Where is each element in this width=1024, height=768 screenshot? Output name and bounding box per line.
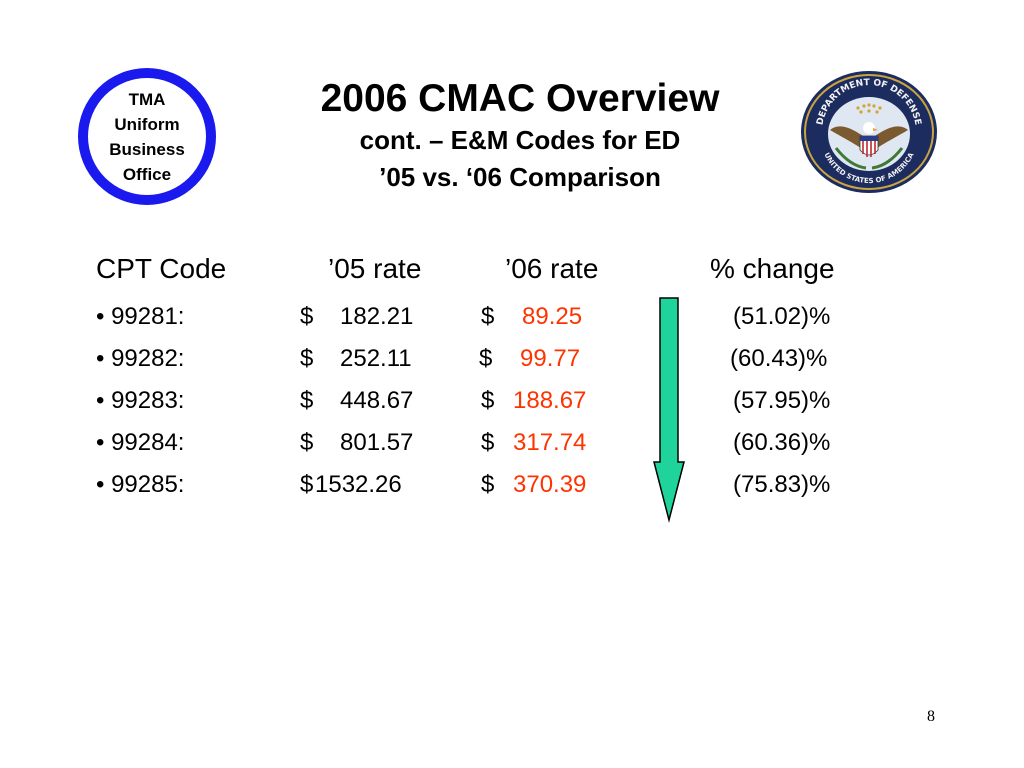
header-05-rate: ’05 rate [328,253,422,284]
header-percent-change: % change [710,253,835,284]
cpt-code: • 99285: [96,471,185,498]
percent-change-value: (60.43)% [730,345,828,372]
down-arrow-icon [653,297,685,523]
table-row: • 99282: $ 252.11 $ 99.77 (60.43)% [0,345,1024,387]
tma-logo: TMA Uniform Business Office [78,68,216,205]
percent-change-value: (57.95)% [733,387,831,414]
table-row: • 99283: $ 448.67 $ 188.67 (57.95)% [0,387,1024,429]
tma-logo-text: TMA Uniform Business Office [109,87,185,187]
rate05-dollar-sign: $ [300,303,314,330]
rate06-value: 370.39 [513,471,587,498]
cpt-code: • 99282: [96,345,185,372]
tma-line-4: Office [122,164,172,184]
rate05-dollar-sign: $ [300,429,314,456]
slide-subtitle-2: ’05 vs. ‘06 Comparison [379,162,661,192]
dod-seal-logo: DEPARTMENT OF DEFENSE UNITED STATES OF A… [801,71,937,193]
rate05-value: 182.21 [340,303,414,330]
tma-line-1: TMA [128,89,166,109]
rate06-dollar-sign: $ [479,345,493,372]
slide-subtitle-1: cont. – E&M Codes for ED [359,125,681,155]
rate06-dollar-sign: $ [481,303,495,330]
percent-change-value: (60.36)% [733,429,831,456]
tma-line-2: Uniform [114,114,180,134]
page-number: 8 [927,708,935,725]
tma-line-3: Business [109,139,185,159]
cpt-code: • 99284: [96,429,185,456]
rate05-value: 448.67 [340,387,414,414]
rate06-dollar-sign: $ [481,471,495,498]
percent-change-value: (51.02)% [733,303,831,330]
cpt-rate-comparison-table: CPT Code ’05 rate ’06 rate % change • 99… [0,253,1024,513]
table-row: • 99284: $ 801.57 $ 317.74 (60.36)% [0,429,1024,471]
slide-title: 2006 CMAC Overview [320,77,720,120]
cpt-code: • 99281: [96,303,185,330]
table-header-row: CPT Code ’05 rate ’06 rate % change [0,253,1024,295]
rate05-value: 252.11 [340,345,412,372]
rate06-value: 99.77 [520,345,581,372]
rate05-dollar-sign: $ [300,345,314,372]
slide-title-block: 2006 CMAC Overview cont. – E&M Codes for… [230,76,810,196]
rate05-value: 1532.26 [315,471,402,498]
rate06-value: 188.67 [513,387,587,414]
percent-change-value: (75.83)% [733,471,831,498]
table-row: • 99285: $ 1532.26 $ 370.39 (75.83)% [0,471,1024,513]
rate06-value: 89.25 [522,303,583,330]
header-06-rate: ’06 rate [505,253,599,284]
rate05-dollar-sign: $ [300,471,314,498]
rate05-value: 801.57 [340,429,414,456]
rate06-dollar-sign: $ [481,387,495,414]
rate05-dollar-sign: $ [300,387,314,414]
rate06-dollar-sign: $ [481,429,495,456]
cpt-code: • 99283: [96,387,185,414]
header-cpt-code: CPT Code [96,253,227,284]
rate06-value: 317.74 [513,429,587,456]
table-row: • 99281: $ 182.21 $ 89.25 (51.02)% [0,303,1024,345]
